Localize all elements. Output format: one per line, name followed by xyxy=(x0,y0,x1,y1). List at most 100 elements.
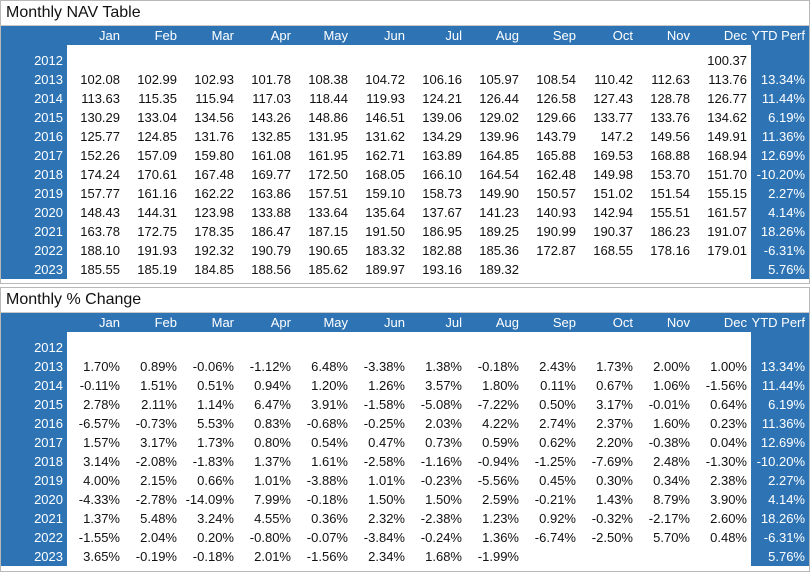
value-cell: 0.64% xyxy=(694,395,751,414)
column-header: Aug xyxy=(466,313,523,332)
column-header: May xyxy=(295,26,352,45)
value-cell: -0.94% xyxy=(466,452,523,471)
value-cell xyxy=(637,338,694,357)
ytd-cell: 6.19% xyxy=(751,108,809,127)
value-cell: 185.55 xyxy=(67,260,124,279)
value-cell: 5.53% xyxy=(181,414,238,433)
value-cell: 118.44 xyxy=(295,89,352,108)
value-cell: 113.76 xyxy=(694,70,751,89)
value-cell: 1.57% xyxy=(67,433,124,452)
value-cell: 142.94 xyxy=(580,203,637,222)
column-header: Jun xyxy=(352,26,409,45)
spacer-cell xyxy=(1,332,67,338)
value-cell: 162.48 xyxy=(523,165,580,184)
year-cell: 2019 xyxy=(1,184,67,203)
table-row: 2021 163.78 172.75 178.35 186.47 187.15 191.50… xyxy=(1,222,809,241)
value-cell xyxy=(238,51,295,70)
spacer-cell xyxy=(523,45,580,51)
table-row: 2017 152.26 157.09 159.80 161.08 161.95 162.71… xyxy=(1,146,809,165)
value-cell: 185.62 xyxy=(295,260,352,279)
value-cell: 112.63 xyxy=(637,70,694,89)
value-cell: 190.65 xyxy=(295,241,352,260)
value-cell: 169.53 xyxy=(580,146,637,165)
value-cell: -14.09% xyxy=(181,490,238,509)
value-cell: 163.86 xyxy=(238,184,295,203)
value-cell: 1.38% xyxy=(409,357,466,376)
value-cell: 108.38 xyxy=(295,70,352,89)
value-cell: 3.14% xyxy=(67,452,124,471)
column-header: Apr xyxy=(238,313,295,332)
spacer-cell xyxy=(580,45,637,51)
spacer-cell xyxy=(409,332,466,338)
value-cell: 0.94% xyxy=(238,376,295,395)
value-cell: 0.30% xyxy=(580,471,637,490)
value-cell: 139.96 xyxy=(466,127,523,146)
value-cell: 151.02 xyxy=(580,184,637,203)
ytd-cell: 18.26% xyxy=(751,222,809,241)
pct-table: Jan Feb Mar Apr May Jun Jul Aug Sep Oct Nov Dec YTD … xyxy=(1,313,809,566)
value-cell: 129.66 xyxy=(523,108,580,127)
value-cell: 139.06 xyxy=(409,108,466,127)
value-cell: 148.86 xyxy=(295,108,352,127)
spacer-cell xyxy=(238,45,295,51)
table-row: 2014 -0.11% 1.51% 0.51% 0.94% 1.20% 1.26% 3.57%… xyxy=(1,376,809,395)
spacer-cell xyxy=(352,332,409,338)
table-row: 2020 148.43 144.31 123.98 133.88 133.64 135.64… xyxy=(1,203,809,222)
value-cell xyxy=(523,338,580,357)
value-cell: -1.99% xyxy=(466,547,523,566)
value-cell: 7.99% xyxy=(238,490,295,509)
value-cell: 179.01 xyxy=(694,241,751,260)
spacer-cell xyxy=(67,45,124,51)
value-cell: 168.05 xyxy=(352,165,409,184)
spacer-cell xyxy=(466,332,523,338)
value-cell xyxy=(295,338,352,357)
value-cell: 151.54 xyxy=(637,184,694,203)
value-cell: 161.95 xyxy=(295,146,352,165)
value-cell: -0.21% xyxy=(523,490,580,509)
value-cell: 178.35 xyxy=(181,222,238,241)
ytd-cell: 11.44% xyxy=(751,89,809,108)
value-cell: -0.73% xyxy=(124,414,181,433)
value-cell: 1.37% xyxy=(238,452,295,471)
value-cell: 153.70 xyxy=(637,165,694,184)
value-cell: -0.18% xyxy=(466,357,523,376)
table-row: 2013 1.70% 0.89% -0.06% -1.12% 6.48% -3.38% 1.3… xyxy=(1,357,809,376)
value-cell: -0.07% xyxy=(295,528,352,547)
value-cell: -0.01% xyxy=(637,395,694,414)
ytd-cell: -6.31% xyxy=(751,528,809,547)
value-cell: 2.38% xyxy=(694,471,751,490)
value-cell: -2.17% xyxy=(637,509,694,528)
value-cell: 146.51 xyxy=(352,108,409,127)
value-cell: 159.80 xyxy=(181,146,238,165)
value-cell: 1.68% xyxy=(409,547,466,566)
value-cell: 192.32 xyxy=(181,241,238,260)
value-cell: 0.23% xyxy=(694,414,751,433)
ytd-cell: 12.69% xyxy=(751,433,809,452)
value-cell xyxy=(694,260,751,279)
value-cell xyxy=(694,547,751,566)
ytd-cell: 4.14% xyxy=(751,203,809,222)
value-cell: -0.25% xyxy=(352,414,409,433)
value-cell: 8.79% xyxy=(637,490,694,509)
value-cell: 161.16 xyxy=(124,184,181,203)
value-cell xyxy=(523,547,580,566)
value-cell: 3.90% xyxy=(694,490,751,509)
pct-table-body: 2012 2013 1.70% 0.89% -0.06% -1.12% 6.48% -3.38… xyxy=(1,332,809,566)
value-cell: 2.03% xyxy=(409,414,466,433)
value-cell: 3.17% xyxy=(580,395,637,414)
pct-table-panel: Monthly % Change Jan Feb Mar Apr May Jun Jul Au… xyxy=(0,287,810,572)
value-cell: 1.70% xyxy=(67,357,124,376)
value-cell: 185.19 xyxy=(124,260,181,279)
value-cell: 165.88 xyxy=(523,146,580,165)
value-cell: -2.58% xyxy=(352,452,409,471)
value-cell: 186.23 xyxy=(637,222,694,241)
table-row: 2020 -4.33% -2.78% -14.09% 7.99% -0.18% 1.50% 1… xyxy=(1,490,809,509)
year-cell: 2019 xyxy=(1,471,67,490)
year-cell: 2014 xyxy=(1,376,67,395)
value-cell: 148.43 xyxy=(67,203,124,222)
value-cell: -1.12% xyxy=(238,357,295,376)
value-cell: 119.93 xyxy=(352,89,409,108)
spacer-cell xyxy=(238,332,295,338)
year-cell: 2013 xyxy=(1,357,67,376)
value-cell: 1.50% xyxy=(409,490,466,509)
